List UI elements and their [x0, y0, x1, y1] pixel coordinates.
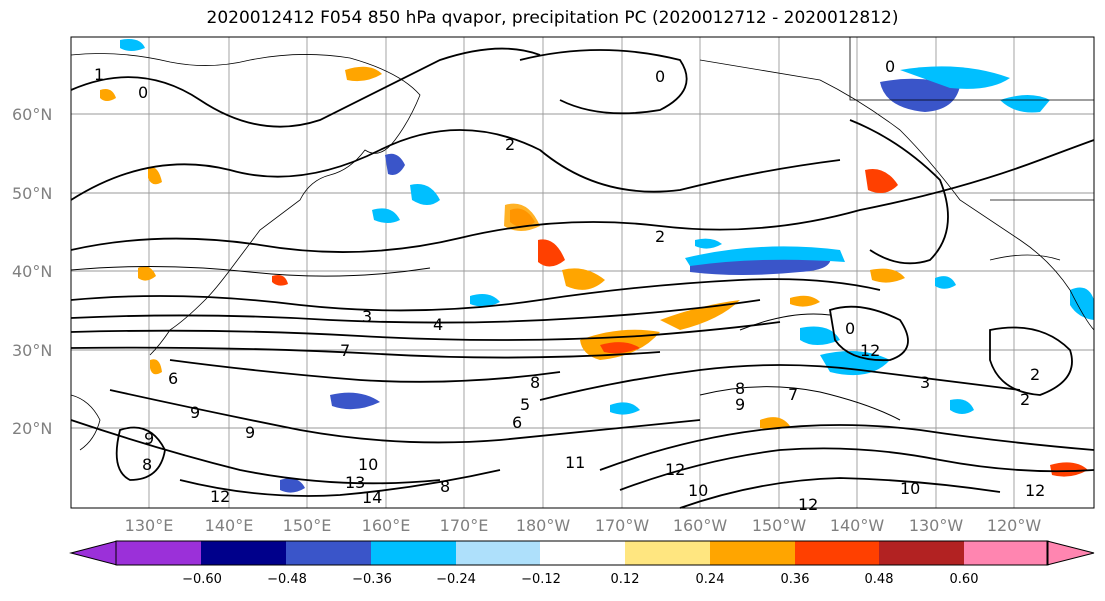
- colorbar-segment: [456, 541, 541, 565]
- contour-label: 12: [798, 495, 818, 514]
- contour-label: 3: [362, 307, 372, 326]
- contour-label: 2: [1020, 390, 1030, 409]
- colorbar-extend-low: [69, 540, 118, 566]
- qvapor-contours: [70, 47, 1095, 509]
- lon-label: 150°E: [283, 516, 332, 535]
- qvapor-contours-thin: [70, 265, 901, 421]
- contour-label: 10: [358, 455, 378, 474]
- contour-label: 14: [362, 488, 382, 507]
- colorbar-tick-label: −0.12: [521, 572, 561, 587]
- contour-label: 5: [520, 395, 530, 414]
- lon-label: 160°E: [362, 516, 411, 535]
- lon-label: 120°W: [987, 516, 1042, 535]
- lon-label: 140°E: [205, 516, 254, 535]
- precip-shading: [100, 39, 1094, 493]
- colorbar-segment: [201, 541, 287, 565]
- colorbar: −0.60 −0.48 −0.36 −0.24 −0.12 0.12 0.24 …: [69, 540, 1095, 587]
- map-panel: 1 0 2 2 0 0 0 3 4 7 6 9 9 9 8 10 13 14 1…: [70, 36, 1095, 514]
- colorbar-tick-label: 0.12: [611, 572, 640, 587]
- lat-label: 20°N: [12, 419, 52, 438]
- lon-label: 180°W: [516, 516, 571, 535]
- lon-label: 130°E: [125, 516, 174, 535]
- colorbar-tick-label: −0.48: [267, 572, 307, 587]
- colorbar-tick-label: 0.24: [696, 572, 725, 587]
- lat-label: 30°N: [12, 341, 52, 360]
- colorbar-tick-label: 0.48: [865, 572, 894, 587]
- lon-label: 170°E: [440, 516, 489, 535]
- colorbar-segment: [964, 541, 1048, 565]
- lon-label: 130°W: [909, 516, 964, 535]
- colorbar-segment: [625, 541, 711, 565]
- contour-label: 0: [655, 67, 665, 86]
- contour-label: 9: [144, 429, 154, 448]
- colorbar-outline: [115, 540, 1049, 566]
- colorbar-ticks: −0.60 −0.48 −0.36 −0.24 −0.12 0.12 0.24 …: [182, 572, 978, 587]
- colorbar-segment: [540, 541, 626, 565]
- contour-label: 3: [920, 373, 930, 392]
- contour-label: 1: [94, 65, 104, 84]
- contour-label: 2: [655, 227, 665, 246]
- contour-label: 12: [1025, 481, 1045, 500]
- contour-label: 10: [688, 481, 708, 500]
- colorbar-tick-label: 0.60: [950, 572, 979, 587]
- colorbar-segment: [879, 541, 965, 565]
- contour-label: 4: [433, 315, 443, 334]
- longitude-labels: 130°E 140°E 150°E 160°E 170°E 180°W 170°…: [125, 516, 1042, 535]
- contour-label: 0: [885, 57, 895, 76]
- colorbar-tick-label: −0.24: [436, 572, 476, 587]
- contour-label: 13: [345, 473, 365, 492]
- contour-label: 8: [530, 373, 540, 392]
- lon-label: 140°W: [830, 516, 885, 535]
- contour-label: 7: [340, 341, 350, 360]
- colorbar-extend-high: [1046, 540, 1095, 566]
- contour-label: 8: [440, 477, 450, 496]
- contour-label: 9: [190, 403, 200, 422]
- coastlines: [70, 37, 1095, 451]
- colorbar-tick-label: −0.36: [352, 572, 392, 587]
- lat-label: 50°N: [12, 184, 52, 203]
- contour-label: 10: [900, 479, 920, 498]
- contour-label: 6: [168, 369, 178, 388]
- colorbar-segment: [710, 541, 796, 565]
- contour-label: 11: [565, 453, 585, 472]
- contour-label-group: 1 0 2 2 0 0 0 3 4 7 6 9 9 9 8 10 13 14 1…: [94, 57, 1045, 514]
- contour-label: 7: [788, 385, 798, 404]
- contour-label: 0: [845, 319, 855, 338]
- colorbar-segment: [286, 541, 372, 565]
- map-frame: [70, 36, 1095, 509]
- contour-label: 6: [512, 413, 522, 432]
- lon-label: 160°W: [673, 516, 728, 535]
- contour-label: 8: [735, 379, 745, 398]
- colorbar-segment: [371, 541, 457, 565]
- colorbar-tick-label: 0.36: [781, 572, 810, 587]
- contour-label: 2: [505, 135, 515, 154]
- contour-label: 9: [245, 423, 255, 442]
- contour-label: 8: [142, 455, 152, 474]
- contour-label: 2: [1030, 365, 1040, 384]
- lon-label: 170°W: [595, 516, 650, 535]
- latitude-labels: 60°N 50°N 40°N 30°N 20°N: [12, 105, 52, 438]
- contour-label: 0: [138, 83, 148, 102]
- contour-label: 12: [860, 341, 880, 360]
- contour-label: 12: [665, 460, 685, 479]
- map-title: 2020012412 F054 850 hPa qvapor, precipit…: [206, 8, 899, 28]
- contour-label: 12: [210, 487, 230, 506]
- lat-label: 40°N: [12, 262, 52, 281]
- lon-label: 150°W: [752, 516, 807, 535]
- colorbar-segment: [116, 541, 202, 565]
- contour-label: 9: [735, 395, 745, 414]
- colorbar-tick-label: −0.60: [182, 572, 222, 587]
- lat-label: 60°N: [12, 105, 52, 124]
- colorbar-segment: [795, 541, 880, 565]
